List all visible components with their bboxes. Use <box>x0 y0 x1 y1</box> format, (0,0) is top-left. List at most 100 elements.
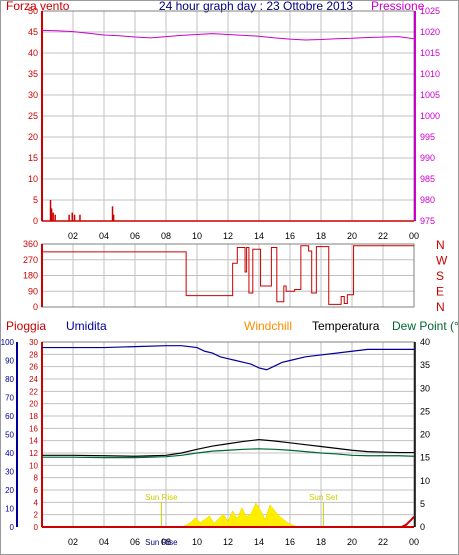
rain-y-tick-label: 30 <box>29 338 38 347</box>
wind-y-tick-label: 30 <box>28 90 38 100</box>
direction-y-tick-label: 0 <box>33 302 38 312</box>
pressure-y-tick-label: 1000 <box>420 111 440 121</box>
weather-x-tick-label: 00 <box>409 537 419 547</box>
humidity-y-tick-label: 20 <box>5 486 14 495</box>
humidity-y-tick-label: 40 <box>5 449 14 458</box>
wind-axis-title: Forza vento <box>6 0 70 13</box>
humidity-y-tick-label: 70 <box>5 394 14 403</box>
weather-x-tick-label: 18 <box>316 537 326 547</box>
weather-x-tick-label: 02 <box>68 537 78 547</box>
temperature-y-tick-label: 5 <box>420 499 425 509</box>
legend-item: Windchill <box>244 319 292 333</box>
weather-x-tick-label: 22 <box>378 537 388 547</box>
wind-x-tick-label: 18 <box>316 231 326 241</box>
wind-y-tick-label: 15 <box>28 153 38 163</box>
weather-x-tick-label: 16 <box>285 537 295 547</box>
compass-label: E <box>436 285 444 299</box>
pressure-y-tick-label: 975 <box>420 216 435 226</box>
compass-label: W <box>436 254 448 268</box>
rain-y-tick-label: 20 <box>29 400 38 409</box>
rain-y-tick-label: 24 <box>29 375 38 384</box>
wind-x-tick-label: 20 <box>347 231 357 241</box>
wind-y-tick-label: 10 <box>28 174 38 184</box>
wind-x-tick-label: 12 <box>223 231 233 241</box>
legend-item: Dew Point (°C <box>392 319 459 333</box>
weather-x-tick-label: 08 <box>161 537 171 547</box>
rain-y-tick-label: 0 <box>34 523 39 532</box>
rain-y-tick-label: 22 <box>29 387 38 396</box>
weather-x-tick-label: 06 <box>130 537 140 547</box>
direction-y-tick-label: 90 <box>28 286 38 296</box>
wind-y-tick-label: 25 <box>28 111 38 121</box>
temperature-y-tick-label: 30 <box>420 383 430 393</box>
rain-y-tick-label: 10 <box>29 461 38 470</box>
humidity-y-tick-label: 90 <box>5 357 14 366</box>
rain-y-tick-label: 2 <box>34 511 39 520</box>
legend-item: Umidita <box>66 319 107 333</box>
pressure-y-tick-label: 1015 <box>420 48 440 58</box>
compass-label: N <box>436 300 445 314</box>
temperature-y-tick-label: 35 <box>420 360 430 370</box>
wind-x-tick-label: 16 <box>285 231 295 241</box>
pressure-y-tick-label: 985 <box>420 174 435 184</box>
wind-y-tick-label: 45 <box>28 27 38 37</box>
sun-rise-axis-label: Sun Rise <box>145 538 178 547</box>
wind-x-tick-label: 10 <box>192 231 202 241</box>
temperature-y-tick-label: 25 <box>420 406 430 416</box>
wind-y-tick-label: 5 <box>33 195 38 205</box>
pressure-y-tick-label: 1005 <box>420 90 440 100</box>
legend-item: Pioggia <box>6 319 46 333</box>
rain-y-tick-label: 26 <box>29 363 38 372</box>
direction-y-tick-label: 270 <box>23 255 38 265</box>
pressure-y-tick-label: 990 <box>420 153 435 163</box>
wind-y-tick-label: 50 <box>28 6 38 16</box>
pressure-y-tick-label: 995 <box>420 132 435 142</box>
wind-x-tick-label: 00 <box>409 231 419 241</box>
compass-label: S <box>436 269 444 283</box>
wind-direction-line <box>42 245 414 305</box>
wind-x-tick-label: 02 <box>68 231 78 241</box>
temperature-line <box>42 438 414 457</box>
temperature-y-tick-label: 15 <box>420 453 430 463</box>
humidity-line <box>42 345 414 371</box>
sun-rise-label: Sun Rise <box>145 493 178 502</box>
temperature-y-tick-label: 0 <box>420 522 425 532</box>
pressure-y-tick-label: 1020 <box>420 27 440 37</box>
direction-y-tick-label: 180 <box>23 271 38 281</box>
wind-x-tick-label: 04 <box>99 231 109 241</box>
pressure-y-tick-label: 1025 <box>420 6 440 16</box>
pressure-y-tick-label: 980 <box>420 195 435 205</box>
dewpoint-line <box>42 448 415 459</box>
weather-x-tick-label: 04 <box>99 537 109 547</box>
chart-title: 24 hour graph day : 23 Ottobre 2013 <box>159 0 353 13</box>
rain-y-tick-label: 8 <box>34 474 39 483</box>
pressure-line <box>41 29 415 41</box>
weather-x-tick-label: 14 <box>254 537 264 547</box>
pressure-y-tick-label: 1010 <box>420 69 440 79</box>
pressure-axis-title: Pressione <box>371 0 425 13</box>
wind-y-tick-label: 35 <box>28 69 38 79</box>
wind-y-tick-label: 0 <box>33 216 38 226</box>
rain-y-tick-label: 18 <box>29 412 38 421</box>
rain-line <box>42 516 415 528</box>
rain-y-tick-label: 16 <box>29 424 38 433</box>
humidity-y-tick-label: 60 <box>5 412 14 421</box>
weather-x-tick-label: 10 <box>192 537 202 547</box>
rain-y-tick-label: 4 <box>34 498 39 507</box>
temperature-y-tick-label: 20 <box>420 430 430 440</box>
temperature-y-tick-label: 40 <box>420 337 430 347</box>
sun-set-label: Sun Set <box>309 493 338 502</box>
rain-y-tick-label: 28 <box>29 350 38 359</box>
wind-x-tick-label: 22 <box>378 231 388 241</box>
compass-label: N <box>436 238 445 252</box>
wind-x-tick-label: 14 <box>254 231 264 241</box>
rain-y-tick-label: 14 <box>29 437 38 446</box>
wind-y-tick-label: 20 <box>28 132 38 142</box>
weather-x-tick-label: 20 <box>347 537 357 547</box>
humidity-y-tick-label: 10 <box>5 505 14 514</box>
wind-y-tick-label: 40 <box>28 48 38 58</box>
weather-x-tick-label: 12 <box>223 537 233 547</box>
wind-x-tick-label: 06 <box>130 231 140 241</box>
legend-item: Temperatura <box>312 319 380 333</box>
